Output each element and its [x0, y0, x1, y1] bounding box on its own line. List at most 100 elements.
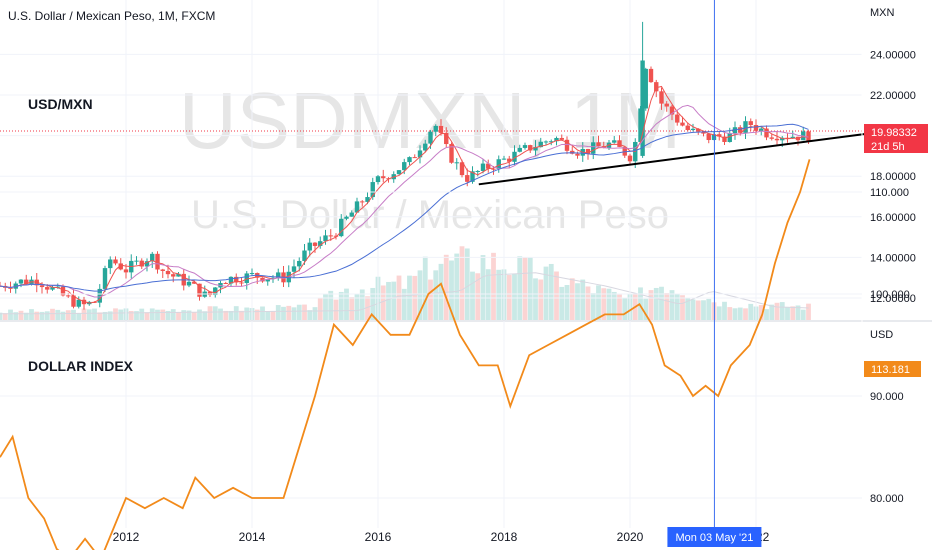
candle-body	[640, 60, 645, 156]
volume-bar	[39, 311, 45, 320]
candle-body	[260, 277, 265, 282]
volume-bar	[34, 311, 40, 320]
volume-bar	[323, 294, 328, 320]
volume-bar	[659, 286, 664, 320]
trendline[interactable]	[478, 132, 869, 186]
candle-body	[680, 122, 685, 126]
volume-bar	[302, 304, 307, 320]
volume-bar	[81, 308, 87, 320]
volume-bar	[228, 310, 234, 320]
volume-bar	[554, 271, 559, 320]
candle-body	[307, 242, 312, 251]
candle-body	[108, 259, 113, 269]
volume-bar	[732, 308, 738, 320]
candle-body	[564, 139, 570, 151]
volume-bar	[359, 289, 365, 320]
volume-bar	[580, 279, 586, 320]
candle-body	[339, 218, 344, 237]
candle-body	[197, 283, 202, 297]
candle-body	[486, 163, 491, 169]
volume-bar	[596, 285, 601, 320]
volume-ma-line	[0, 272, 809, 315]
moving-averages	[0, 85, 809, 304]
volume-bar	[8, 309, 13, 320]
candle-body	[522, 145, 528, 148]
volume-bar	[674, 293, 680, 320]
candle-body	[24, 279, 29, 285]
candle-body	[234, 276, 239, 283]
time-tick-label: 2012	[113, 530, 140, 544]
dollar-index-tick-label: 90.000	[870, 391, 904, 403]
candle-body	[470, 171, 475, 182]
candle-body	[496, 159, 501, 170]
candle-body	[291, 266, 297, 272]
candle-body	[66, 295, 71, 297]
volume-bar	[443, 254, 449, 320]
candle-body	[171, 274, 176, 277]
price-tick-label: 22.00000	[870, 90, 916, 102]
volume-bar	[13, 312, 19, 320]
volume-bar	[233, 306, 239, 320]
volume-bar	[212, 306, 218, 320]
candle-body	[39, 285, 45, 288]
crosshair-date-badge: Mon 03 May '21	[667, 527, 762, 547]
candle-body	[375, 176, 381, 183]
candle-body	[528, 145, 533, 151]
volume-bar	[669, 290, 675, 320]
volume-bar	[50, 308, 55, 320]
candle-body	[559, 137, 564, 140]
candle-body	[144, 261, 150, 267]
candle-body	[491, 168, 496, 170]
candle-body	[365, 197, 370, 202]
volume-bar	[55, 309, 61, 320]
candle-body	[249, 273, 255, 275]
candle-body	[165, 270, 171, 275]
volume-bar	[590, 293, 596, 320]
volume-bar	[307, 310, 313, 320]
volume-bar	[281, 306, 286, 320]
candle-body	[265, 279, 270, 282]
volume-bar	[428, 279, 433, 320]
candle-body	[244, 273, 249, 284]
volume-bar	[548, 263, 554, 320]
watermark-name: U.S. Dollar / Mexican Peso	[191, 193, 669, 237]
volume-bar	[275, 305, 281, 320]
candle-body	[764, 128, 769, 138]
volume-bar	[160, 309, 166, 320]
candle-body	[769, 137, 774, 139]
dollar-index-grid	[0, 191, 862, 528]
volume-bar	[491, 252, 496, 320]
candle-body	[743, 121, 748, 133]
candle-body	[113, 259, 118, 264]
candle-body	[501, 158, 507, 160]
candle-body	[160, 269, 165, 271]
price-axis-unit-mxn: MXN	[870, 7, 895, 19]
volume-bar	[286, 305, 292, 320]
candle-body	[417, 150, 423, 158]
price-axis-unit-usd: USD	[870, 329, 893, 341]
volume-bar	[349, 297, 355, 320]
volume-bar	[643, 298, 649, 320]
volume-bar	[191, 312, 197, 320]
volume-bar	[533, 278, 538, 320]
volume-bar	[538, 279, 544, 320]
volume-bar	[664, 293, 670, 320]
price-axis-usdmxn[interactable]: 12.0000014.0000016.0000018.0000020.00000…	[870, 49, 916, 305]
volume-bar	[23, 312, 29, 320]
price-axis-dollar-index[interactable]: 80.000 90.000 100.000 110.000	[870, 187, 910, 505]
volume-bar	[328, 290, 334, 320]
candle-body	[690, 128, 696, 131]
dollar-index-line	[0, 159, 811, 550]
candle-body	[402, 162, 407, 171]
watermark: USDMXN, 1M U.S. Dollar / Mexican Peso	[179, 76, 681, 237]
candle-body	[748, 121, 753, 126]
candle-body	[344, 216, 349, 219]
volume-bar	[317, 297, 323, 320]
volume-bar	[291, 307, 297, 320]
volume-bar	[118, 309, 124, 320]
volume-bar	[270, 311, 276, 320]
volume-bar	[769, 304, 775, 320]
volume-bar	[239, 310, 244, 320]
volume-bar	[617, 294, 622, 320]
